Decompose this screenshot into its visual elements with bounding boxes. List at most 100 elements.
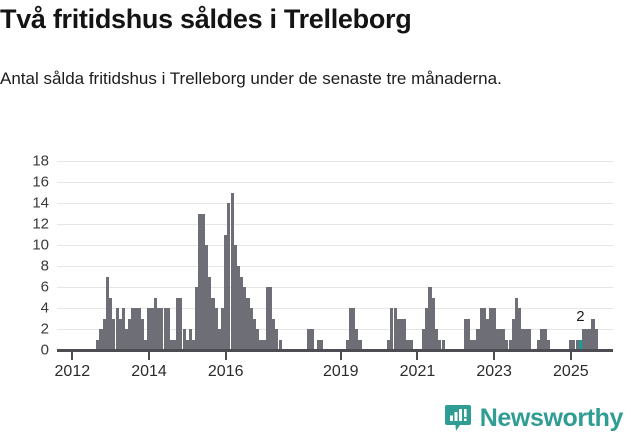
bar [147,308,151,350]
x-axis-tick-mark [71,352,74,360]
bar [358,339,362,350]
bar [591,318,595,350]
bar [518,308,522,350]
bar [441,339,445,350]
bar [121,308,125,350]
bar [425,308,429,350]
bar [543,329,547,350]
bar [243,287,247,350]
bar [157,308,161,350]
newsworthy-logo[interactable]: Newsworthy [444,404,623,432]
bar [355,329,359,350]
bar [473,339,477,350]
bar [585,329,589,350]
x-axis-tick-mark [148,352,151,360]
bar [185,339,189,350]
bar [495,329,499,350]
page-subtitle: Antal sålda fritidshus i Trelleborg unde… [0,69,502,88]
bar [208,276,212,350]
bar [345,339,349,350]
bar [594,329,599,350]
bar [227,203,231,350]
bar [221,308,225,350]
bar [521,329,525,350]
bar [118,318,122,350]
bar [476,329,480,350]
bar [137,308,142,350]
y-axis-tick-label: 12 [32,215,49,233]
bar [144,339,148,350]
bar [479,308,484,350]
bar [182,329,186,350]
bar [278,339,282,350]
bar [262,339,266,350]
bar [102,318,106,350]
bar [396,318,400,350]
bar [163,308,167,350]
bar [198,213,202,350]
newsworthy-wordmark: Newsworthy [479,403,624,432]
chart-plot-area: 2 [57,161,613,350]
y-axis-tick-label: 8 [40,257,49,275]
bar [428,287,432,350]
x-axis-tick-mark [416,352,419,360]
bar [99,329,103,350]
bar [259,339,263,350]
bar [204,245,209,350]
bar [179,297,183,350]
y-axis-tick-label: 2 [40,320,49,338]
x-axis-tick-label: 2019 [322,363,359,380]
bar [524,329,528,350]
bar [240,276,244,350]
bar [489,308,493,350]
bar [348,308,352,350]
bar [482,308,487,350]
bar [511,318,515,350]
y-axis-tick-label: 0 [40,341,49,359]
bar [502,329,506,350]
bar [588,329,592,350]
bar [150,308,154,350]
bar [255,329,260,350]
bar [422,329,426,350]
bar [537,339,541,350]
gridline [57,245,613,246]
x-axis-tick-label: 2023 [476,363,512,380]
bar [492,308,496,350]
bar-chart: 0 2 4 6 8 10 12 14 16 18 2 2012 2014 2016 2019 2021 20… [0,150,631,390]
bar [393,308,397,350]
bar [140,318,145,350]
y-axis-tick-label: 16 [32,173,49,191]
gridline [57,161,613,162]
x-axis-tick-mark [339,352,342,360]
bar [176,297,180,350]
bar [217,329,221,350]
bar [192,339,196,350]
bar [466,318,471,350]
bar [310,329,314,350]
x-axis-tick-label: 2012 [54,363,91,380]
bar [486,318,490,350]
x-axis-tick-mark [569,352,572,360]
bar [106,276,110,350]
bar [134,308,138,350]
bar [399,318,403,350]
bar [351,308,355,350]
bar [249,308,253,350]
bar [319,339,324,350]
bar [173,339,177,350]
bar [195,287,199,350]
bar [569,339,573,350]
y-axis-labels: 0 2 4 6 8 10 12 14 16 18 [0,154,49,358]
bar [581,329,586,350]
bar [463,318,467,350]
bar [307,329,311,350]
y-axis-tick-label: 10 [32,236,49,254]
bar [438,339,442,350]
gridline [57,266,613,267]
bar [153,297,158,350]
bar-highlighted [578,339,582,350]
bar [224,234,228,350]
y-axis-tick-label: 6 [40,278,49,296]
